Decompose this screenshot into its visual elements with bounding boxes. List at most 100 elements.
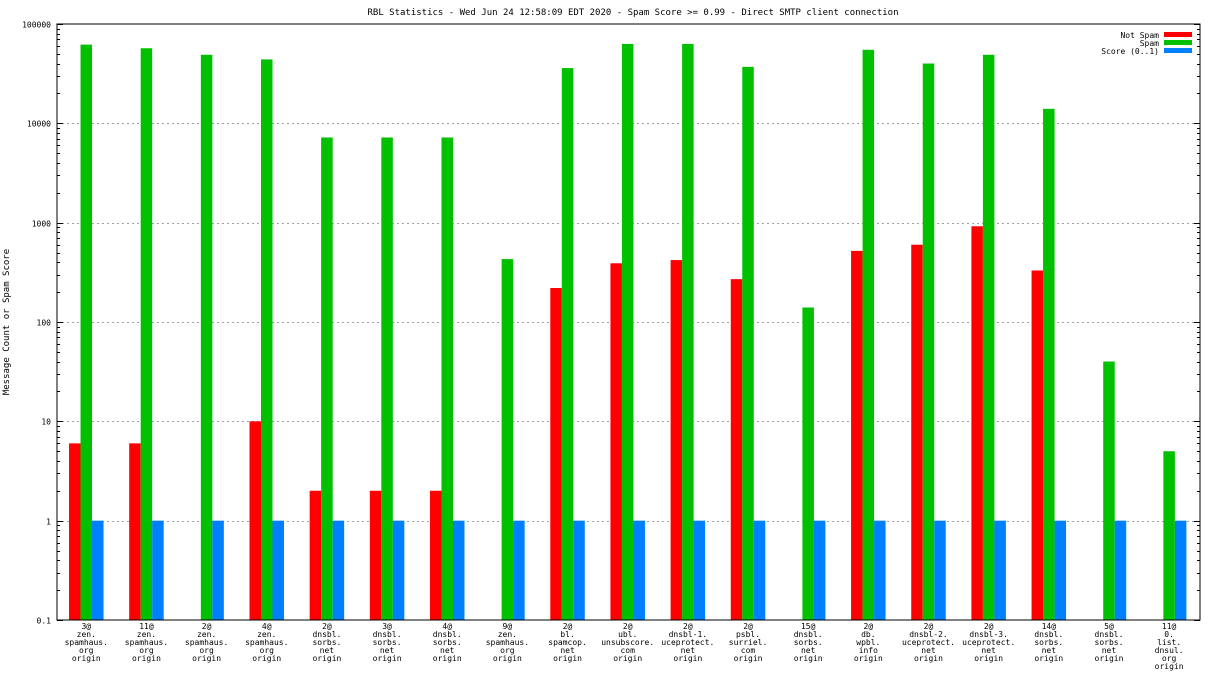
bars: [69, 43, 1187, 621]
bar-not-spam: [550, 287, 562, 620]
y-tick-label: 10000: [27, 120, 51, 129]
bar-not-spam: [129, 443, 141, 620]
bar-spam: [682, 43, 694, 621]
x-tick-label: net: [320, 646, 335, 655]
x-tick-label: org: [500, 646, 515, 655]
x-tick-label: zen.: [137, 630, 156, 639]
x-tick-label: uceprotect.: [962, 638, 1015, 647]
x-tick-label: 4@: [442, 622, 452, 631]
bar-spam: [261, 59, 273, 621]
x-tick-label: 2@: [623, 622, 633, 631]
x-tick-label: origin: [1155, 662, 1184, 671]
bar-not-spam: [249, 421, 261, 620]
x-tick-label: origin: [132, 654, 161, 663]
x-tick-label: zen.: [77, 630, 96, 639]
x-tick-label: sorbs.: [794, 638, 823, 647]
bar-score-0-1: [874, 520, 886, 620]
x-tick-label: net: [801, 646, 816, 655]
bar-spam: [922, 63, 935, 620]
x-tick-label: origin: [854, 654, 883, 663]
bar-not-spam: [69, 443, 81, 620]
x-tick-label: origin: [433, 654, 462, 663]
x-tick-label: 2@: [743, 622, 753, 631]
x-tick-label: zen.: [257, 630, 276, 639]
x-tick-label: dnsbl.: [794, 630, 823, 639]
x-tick-label: zen.: [498, 630, 517, 639]
bar-spam: [80, 44, 93, 621]
x-tick-label: wpbl.: [856, 638, 880, 647]
x-tick-label: origin: [553, 654, 582, 663]
x-tick-label: origin: [914, 654, 943, 663]
x-tick-label: dnsbl.: [312, 630, 341, 639]
bar-spam: [802, 307, 814, 620]
bar-score-0-1: [392, 520, 405, 620]
x-tick-label: origin: [72, 654, 101, 663]
x-tick-label: net: [981, 646, 996, 655]
x-tick-label: dnsbl-2.: [909, 630, 948, 639]
x-tick-label: psbl.: [736, 630, 760, 639]
x-tick-label: net: [560, 646, 575, 655]
x-tick-label: net: [1042, 646, 1057, 655]
legend-swatch: [1164, 32, 1192, 37]
y-axis-label: Message Count or Spam Score: [2, 249, 12, 395]
x-tick-label: unsubscore.: [601, 638, 654, 647]
bar-spam: [200, 54, 213, 620]
bar-score-0-1: [1174, 520, 1187, 620]
x-tick-label: origin: [794, 654, 823, 663]
x-tick-label: uceprotect.: [902, 638, 955, 647]
y-tick-label: 100000: [22, 21, 51, 30]
x-tick-label: origin: [673, 654, 702, 663]
bar-not-spam: [610, 263, 622, 620]
x-tick-label: spamhaus.: [125, 638, 168, 647]
chart-title: RBL Statistics - Wed Jun 24 12:58:09 EDT…: [367, 8, 898, 18]
x-tick-label: origin: [312, 654, 341, 663]
legend-label: Spam: [1140, 39, 1159, 48]
bar-spam: [441, 137, 453, 620]
bar-score-0-1: [92, 520, 104, 620]
bar-spam: [321, 137, 333, 620]
x-tick-label: ubl.: [618, 630, 637, 639]
x-tick-label: 11@: [139, 622, 154, 631]
x-tick-label: origin: [192, 654, 221, 663]
bar-score-0-1: [753, 520, 766, 620]
bar-not-spam: [851, 250, 863, 620]
x-tick-label: origin: [974, 654, 1003, 663]
x-tick-label: dnsbl-1.: [669, 630, 708, 639]
x-tick-label: net: [921, 646, 936, 655]
x-tick-label: 2@: [984, 622, 994, 631]
x-tick-label: dnsbl.: [373, 630, 402, 639]
x-tick-label: origin: [493, 654, 522, 663]
x-tick-label: dnsbl.: [1095, 630, 1124, 639]
x-tick-label: dnsul.: [1155, 646, 1184, 655]
x-tick-label: uceprotect.: [661, 638, 714, 647]
bar-score-0-1: [272, 520, 284, 620]
x-tick-label: dnsbl-3.: [969, 630, 1008, 639]
x-tick-label: 2@: [202, 622, 212, 631]
x-tick-label: 5@: [1104, 622, 1114, 631]
x-tick-label: 2@: [563, 622, 573, 631]
bar-spam: [742, 66, 754, 620]
bar-not-spam: [309, 490, 322, 620]
bar-score-0-1: [513, 520, 525, 620]
y-tick-label: 1000: [32, 220, 51, 229]
x-tick-label: org: [260, 646, 275, 655]
bar-spam: [1163, 451, 1175, 620]
x-tick-label: 0.: [1164, 630, 1174, 639]
x-tick-label: 2@: [322, 622, 332, 631]
axis-ticks: 0.11101001000100001000003@zen.spamhaus.o…: [22, 21, 1200, 671]
x-tick-label: origin: [613, 654, 642, 663]
x-tick-label: 2@: [924, 622, 934, 631]
x-tick-label: spamhaus.: [185, 638, 228, 647]
x-tick-label: origin: [252, 654, 281, 663]
bar-score-0-1: [452, 520, 465, 620]
bar-spam: [621, 43, 634, 621]
x-tick-label: surriel.: [729, 638, 768, 647]
bar-score-0-1: [1054, 520, 1067, 620]
bar-score-0-1: [813, 520, 826, 620]
x-tick-label: 14@: [1042, 622, 1057, 631]
x-tick-label: sorbs.: [312, 638, 341, 647]
x-tick-label: net: [1102, 646, 1117, 655]
x-tick-label: 11@: [1162, 622, 1177, 631]
bar-not-spam: [971, 226, 983, 620]
